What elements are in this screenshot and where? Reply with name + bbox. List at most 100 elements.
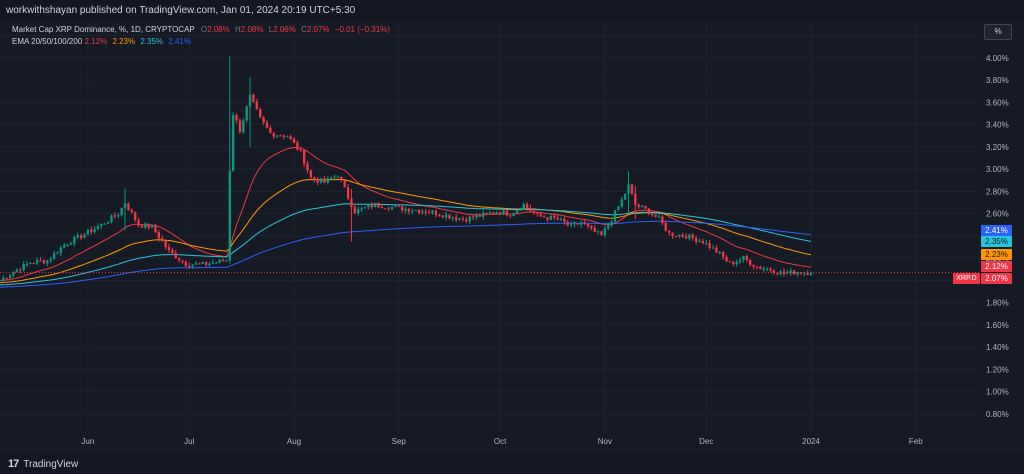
ema-line-50 (0, 179, 812, 284)
candle-body (458, 218, 461, 220)
x-tick-label: 2024 (802, 437, 820, 446)
candle-body (688, 234, 691, 239)
candle-body (806, 272, 809, 275)
candle-body (623, 193, 627, 200)
candle-body (603, 228, 607, 236)
candle-body (103, 223, 106, 225)
candle-body (316, 179, 319, 183)
tradingview-brand[interactable]: TradingView (23, 458, 79, 470)
candle-body (441, 215, 444, 218)
candle-body (502, 210, 505, 215)
candle-body (728, 261, 732, 263)
x-tick-label: Jul (184, 437, 194, 446)
candle-body (438, 214, 441, 216)
publisher-header: workwithshayan published on TradingView.… (0, 0, 1024, 20)
candle-body (69, 243, 73, 245)
candle-body (586, 224, 590, 227)
candle-body (525, 204, 529, 208)
candle-body (201, 262, 204, 264)
y-tick-label: 2.80% (986, 187, 1009, 196)
candle-body (343, 180, 346, 188)
candle-body (123, 203, 127, 208)
candle-body (157, 232, 161, 239)
legend-ema20-value: 2.12% (84, 37, 108, 46)
candle-body (171, 250, 174, 254)
candle-body (596, 231, 600, 233)
candle-body (299, 149, 302, 151)
candle-body (319, 178, 323, 183)
candle-body (640, 205, 644, 207)
candle-body (198, 263, 201, 265)
candle-body (732, 261, 735, 265)
y-tick-label: 1.60% (986, 321, 1009, 330)
candle-body (100, 223, 103, 227)
candle-body (52, 253, 56, 259)
ema50-price-tag: 2.23% (981, 249, 1012, 260)
legend-open-label: O (200, 25, 208, 34)
candle-body (542, 216, 546, 218)
candle-body (755, 266, 759, 268)
candle-body (282, 135, 286, 137)
last-price-tag: 2.07% (981, 273, 1012, 284)
candle-body (252, 94, 255, 102)
candle-body (620, 199, 623, 207)
candle-body (735, 261, 738, 265)
legend-ema-row: EMA 20/50/100/200 2.12% 2.23% 2.35% 2.41… (12, 36, 390, 48)
ema-line-20 (0, 146, 812, 281)
candle-body (745, 255, 749, 261)
candle-body (46, 260, 49, 264)
candle-body (66, 244, 69, 246)
chart-canvas[interactable]: 0.80%1.00%1.20%1.40%1.60%1.80%2.00%2.20%… (0, 20, 1024, 454)
candle-body (681, 234, 684, 237)
candle-body (35, 260, 39, 264)
candle-body (228, 170, 231, 261)
candle-body (150, 224, 154, 228)
legend-close-value: 2.07% (306, 25, 330, 34)
candle-body (265, 122, 269, 128)
percent-scale-button[interactable]: % (984, 24, 1012, 40)
candle-body (475, 215, 478, 218)
candle-body (15, 269, 19, 272)
candle-body (336, 176, 340, 178)
y-tick-label: 3.40% (986, 121, 1009, 130)
candle-body (407, 208, 411, 212)
candle-body (701, 240, 705, 244)
candle-body (738, 260, 742, 262)
candle-body (333, 176, 336, 179)
y-tick-label: 3.80% (986, 76, 1009, 85)
candle-body (590, 226, 593, 229)
candle-body (495, 212, 498, 214)
y-tick-label: 3.60% (986, 98, 1009, 107)
legend-title: Market Cap XRP Dominance, %, 1D, CRYPTOC… (12, 25, 195, 34)
candle-body (451, 217, 455, 219)
legend-high-label: H (234, 25, 241, 34)
last-price-symbol-tag: XRP.D (953, 273, 980, 284)
candle-body (56, 252, 59, 254)
legend-change-value: −0.01 (−0.31%) (334, 25, 390, 34)
candle-body (630, 184, 634, 194)
chart-legend: Market Cap XRP Dominance, %, 1D, CRYPTOC… (12, 24, 390, 48)
candle-body (651, 213, 654, 215)
legend-symbol-row: Market Cap XRP Dominance, %, 1D, CRYPTOC… (12, 24, 390, 36)
candle-body (296, 142, 299, 150)
candle-body (302, 149, 306, 164)
candle-body (627, 184, 630, 194)
candle-body (559, 218, 563, 220)
candle-body (610, 221, 613, 226)
candle-body (529, 207, 532, 211)
candle-body (749, 260, 752, 265)
candle-body (242, 120, 245, 133)
candle-body (384, 208, 387, 210)
candle-body (394, 205, 397, 207)
candle-body (782, 271, 786, 274)
candle-body (772, 270, 776, 274)
legend-close-label: C (301, 25, 307, 34)
ema100-price-tag: 2.35% (981, 236, 1012, 247)
candle-body (519, 209, 522, 211)
candle-body (505, 210, 509, 216)
y-tick-label: 3.00% (986, 165, 1009, 174)
candle-body (19, 269, 22, 271)
candle-body (309, 170, 313, 178)
chart-frame[interactable]: 0.80%1.00%1.20%1.40%1.60%1.80%2.00%2.20%… (0, 20, 1024, 454)
candle-body (12, 271, 15, 276)
